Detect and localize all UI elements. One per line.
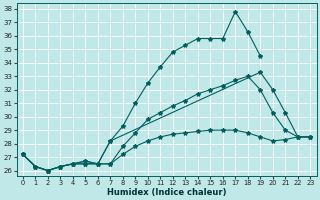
X-axis label: Humidex (Indice chaleur): Humidex (Indice chaleur) bbox=[107, 188, 226, 197]
